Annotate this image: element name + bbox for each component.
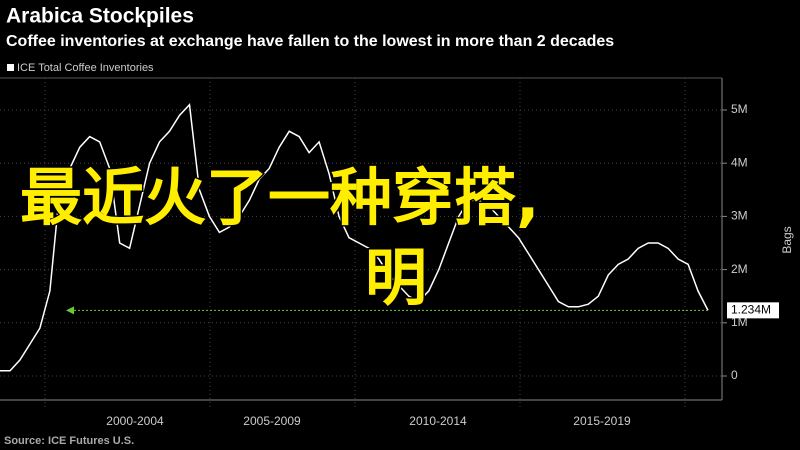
y-tick-label: 4M (731, 155, 748, 169)
line-series (0, 103, 709, 372)
y-tick-label: 3M (731, 209, 748, 223)
x-tick-label: 2015-2019 (573, 414, 631, 428)
overlay-text: 最近火了一种穿搭, (20, 161, 540, 234)
last-value-box (727, 302, 779, 319)
last-value-label: 1.234M (731, 303, 771, 317)
legend-swatch (7, 64, 14, 71)
y-tick-label: 2M (731, 262, 748, 276)
x-tick-label: 2010-2014 (409, 414, 467, 428)
last-value-arrow (66, 306, 74, 315)
x-tick-label: 2005-2009 (243, 414, 301, 428)
overlay-text: 明 (365, 241, 427, 314)
y-tick-label: 0 (731, 368, 738, 382)
source: Source: ICE Futures U.S. (4, 435, 134, 447)
y-tick-label: 1M (731, 315, 748, 329)
chart-subtitle: Coffee inventories at exchange have fall… (6, 33, 614, 50)
legend-label: ICE Total Coffee Inventories (17, 62, 154, 74)
y-axis-label: Bags (780, 226, 794, 253)
chart-title: Arabica Stockpiles (6, 5, 194, 28)
x-tick-label: 2000-2004 (106, 414, 164, 428)
y-tick-label: 5M (731, 102, 748, 116)
